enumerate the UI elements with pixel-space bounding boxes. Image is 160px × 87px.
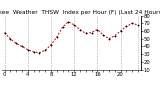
Title: Milwaukee  Weather  THSW  Index per Hour (F) (Last 24 Hours): Milwaukee Weather THSW Index per Hour (F… (0, 10, 160, 15)
